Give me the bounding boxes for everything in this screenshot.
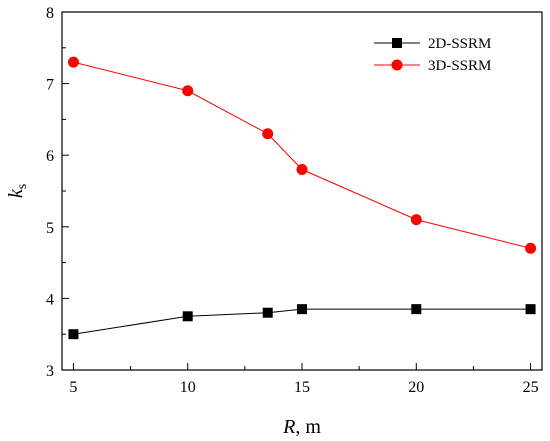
x-axis-ticks: 5 10 15 20 25 [69,363,539,396]
data-point [67,56,79,68]
y-tick-label: 8 [46,5,54,22]
data-point [182,85,194,97]
data-point [296,164,308,176]
y-axis-label-symbol: k [5,188,27,198]
y-axis-label-subscript: s [15,184,30,189]
y-tick-label: 7 [46,77,54,94]
data-point [525,242,537,254]
x-axis-label-unit: , m [295,416,321,438]
series-line [73,61,531,249]
y-axis-label: ks [5,184,30,198]
x-axis-label: R, m [282,416,321,438]
legend-item: 2D-SSRM [374,36,491,52]
data-point [297,304,307,315]
y-tick-label: 3 [46,363,54,380]
data-point [262,128,274,140]
series-line [73,308,531,335]
data-point [411,304,422,315]
y-tick-label: 4 [46,291,54,308]
x-tick-label: 15 [294,379,310,396]
x-tick-label: 20 [408,379,424,396]
legend-label: 3D-SSRM [428,58,491,74]
series-2 [67,56,537,254]
x-tick-label: 5 [69,379,77,396]
x-axis-label-symbol: R [282,416,295,438]
data-point [68,329,79,340]
data-point [410,214,422,226]
series-layer [67,56,537,340]
data-point [525,304,536,315]
series-1 [68,304,536,340]
y-tick-label: 6 [46,148,54,165]
y-axis-ticks: 3 4 5 6 7 8 [46,5,69,380]
legend-marker [391,59,403,71]
legend-item: 3D-SSRM [374,58,491,74]
x-tick-label: 25 [523,379,539,396]
legend: 2D-SSRM 3D-SSRM [374,36,491,74]
legend-marker [392,38,402,48]
y-tick-label: 5 [46,220,54,237]
data-point [182,311,193,322]
x-tick-label: 10 [180,379,196,396]
legend-label: 2D-SSRM [428,36,491,52]
data-point [262,307,273,318]
